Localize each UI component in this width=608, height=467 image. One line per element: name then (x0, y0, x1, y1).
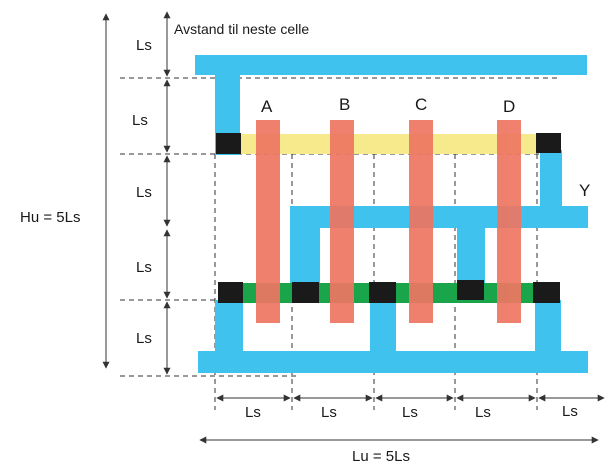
contact (292, 282, 319, 303)
gate-label-b: B (339, 95, 350, 114)
ls-label-h2: Ls (321, 404, 337, 421)
gate-c (409, 120, 433, 323)
gate-label-d: D (503, 97, 515, 116)
ls-label-v5: Ls (136, 330, 152, 347)
width-label: Lu = 5Ls (352, 448, 410, 465)
bottom-metal-rail (198, 351, 588, 373)
contact (218, 282, 243, 303)
metal-left-vertical-bottom (215, 300, 243, 355)
metal-y-vertical (540, 150, 562, 210)
top-metal-rail (195, 55, 587, 75)
metal-vertical-2 (290, 206, 320, 292)
ls-label-h4: Ls (475, 404, 491, 421)
poly-gates (256, 120, 521, 323)
yellow-rail (240, 134, 536, 154)
contact (216, 133, 241, 154)
ls-label-h3: Ls (402, 404, 418, 421)
gate-a (256, 120, 280, 323)
contact (369, 282, 396, 303)
contacts (216, 133, 561, 303)
gate-b (330, 120, 354, 323)
contact (457, 280, 484, 300)
gate-label-a: A (261, 97, 273, 116)
metal-layer (195, 55, 588, 373)
ls-label-v2: Ls (132, 112, 148, 129)
metal-right-vertical-bottom (535, 300, 561, 355)
gate-d (497, 120, 521, 323)
ls-label-h1: Ls (245, 404, 261, 421)
metal-vertical-3 (370, 300, 396, 355)
height-label: Hu = 5Ls (20, 209, 80, 226)
metal-vertical-4 (457, 206, 485, 286)
contact (536, 133, 561, 153)
next-cell-label: Avstand til neste celle (174, 21, 309, 37)
ls-label-v3: Ls (136, 184, 152, 201)
ls-label-v4: Ls (136, 259, 152, 276)
gate-label-c: C (415, 95, 427, 114)
ls-label-h5: Ls (562, 403, 578, 420)
output-label-y: Y (579, 181, 590, 200)
contact (533, 282, 560, 303)
ls-label-v1: Ls (136, 37, 152, 54)
